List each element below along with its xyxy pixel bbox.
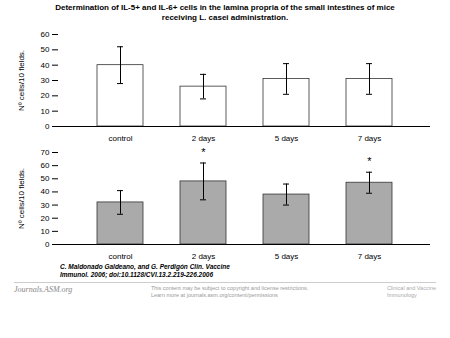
svg-text:10: 10 [41,227,50,236]
svg-text:0: 0 [45,240,50,249]
svg-text:60: 60 [41,30,50,39]
svg-text:40: 40 [41,61,50,70]
svg-text:*: * [367,155,372,167]
svg-text:30: 30 [41,200,50,209]
svg-text:40: 40 [41,187,50,196]
svg-text:7 days: 7 days [358,134,382,143]
svg-text:10: 10 [41,107,50,116]
html-text:Determination of IL-5+ and IL-: Determination of IL-5+ and IL-6+ cells i… [55,3,395,23]
html-text:This content may be subject to: This content may be subject to copyright… [150,284,309,298]
svg-text:20: 20 [41,91,50,100]
svg-text:control: control [108,134,132,143]
svg-text:60: 60 [41,161,50,170]
svg-text:Nº cells/10 fields.: Nº cells/10 fields. [17,168,26,229]
svg-text:70: 70 [41,148,50,157]
svg-text:2 days: 2 days [192,134,216,143]
svg-text:5 days: 5 days [275,134,299,143]
svg-text:5 days: 5 days [275,252,299,261]
svg-text:0: 0 [45,122,50,131]
svg-text:control: control [108,252,132,261]
html-text:Clinical and Vaccine Immunolog: Clinical and Vaccine Immunology [386,284,436,298]
svg-text:20: 20 [41,214,50,223]
svg-text:50: 50 [41,45,50,54]
svg-text:*: * [201,146,206,158]
svg-text:2 days: 2 days [192,252,216,261]
svg-text:50: 50 [41,174,50,183]
svg-text:30: 30 [41,76,50,85]
html-text:Journals.ASM.org: Journals.ASM.org [14,284,73,294]
html-text:C. Maldonado Galdeano, and G.: C. Maldonado Galdeano, and G. Perdigón C… [60,262,230,279]
svg-text:7 days: 7 days [358,252,382,261]
svg-text:Nº cells/10 fields.: Nº cells/10 fields. [17,50,26,111]
